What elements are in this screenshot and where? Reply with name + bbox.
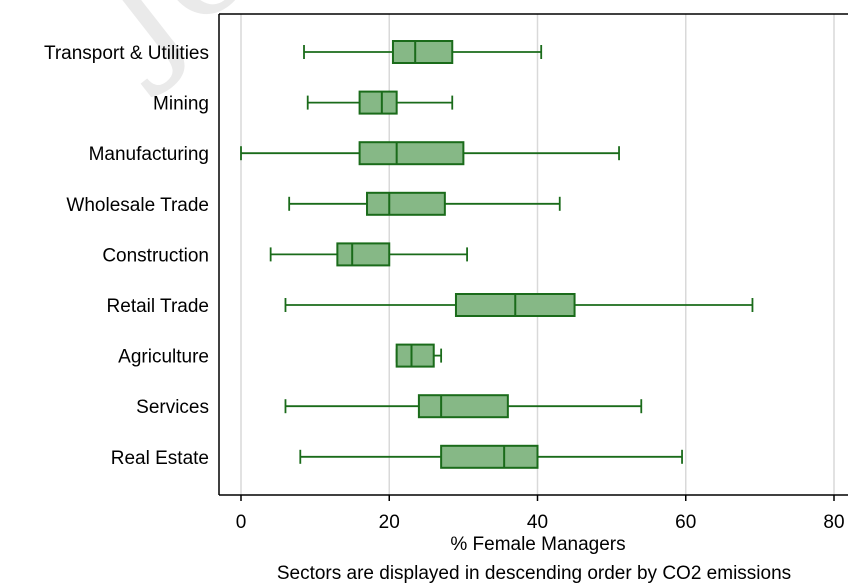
- box-retail-trade: [284, 293, 754, 317]
- category-label: Real Estate: [111, 448, 209, 469]
- x-tick-label-20: 20: [379, 512, 400, 533]
- box-services: [284, 394, 643, 419]
- category-label: Agriculture: [118, 347, 209, 368]
- category-label: Mining: [153, 94, 209, 115]
- iqr-box: [366, 191, 446, 216]
- x-ticks: 0 20 40 60 80: [236, 495, 845, 533]
- category-label: Transport & Utilities: [44, 43, 209, 64]
- category-label: Services: [136, 397, 209, 418]
- category-label: Construction: [102, 245, 209, 266]
- iqr-box: [391, 40, 454, 64]
- box-agriculture: [395, 343, 443, 368]
- box-wholesale-trade: [288, 191, 561, 216]
- box-real-estate: [299, 444, 683, 469]
- x-tick-label-80: 80: [823, 512, 844, 533]
- category-label: Retail Trade: [107, 296, 209, 317]
- iqr-box: [440, 444, 539, 469]
- iqr-box: [358, 141, 465, 166]
- iqr-box: [358, 90, 398, 115]
- iqr-box: [395, 343, 435, 368]
- axes: [218, 13, 848, 496]
- box-manufacturing: [240, 141, 620, 166]
- x-axis-title: % Female Managers: [450, 534, 625, 555]
- boxes: [240, 40, 754, 469]
- iqr-box: [336, 242, 391, 267]
- category-label: Wholesale Trade: [66, 195, 209, 216]
- x-tick-label-0: 0: [236, 512, 247, 533]
- chart-note: Sectors are displayed in descending orde…: [277, 563, 791, 584]
- box-construction: [269, 242, 468, 267]
- box-mining: [306, 90, 454, 115]
- box-transport-utilities: [303, 40, 543, 64]
- category-label: Manufacturing: [89, 144, 209, 165]
- category-labels: Transport & Utilities Mining Manufacturing…: [44, 43, 209, 469]
- x-tick-label-60: 60: [675, 512, 696, 533]
- iqr-box: [417, 394, 509, 419]
- x-tick-label-40: 40: [527, 512, 548, 533]
